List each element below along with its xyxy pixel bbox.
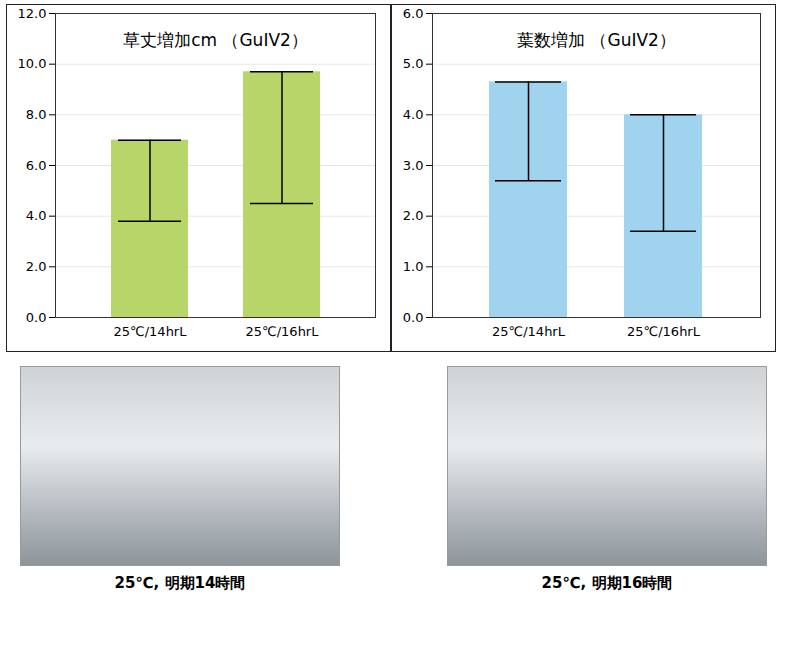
html-text:25℃, 明期16時間: 25℃, 明期16時間 [541, 574, 673, 592]
svg-text:0.0: 0.0 [26, 310, 47, 325]
svg-text:葉数増加 （GuIV2）: 葉数増加 （GuIV2） [517, 30, 676, 50]
svg-text:1.0: 1.0 [403, 259, 424, 274]
svg-text:12.0: 12.0 [18, 6, 47, 21]
html-text:25℃, 明期14時間: 25℃, 明期14時間 [114, 574, 246, 592]
svg-text:8.0: 8.0 [26, 107, 47, 122]
svg-text:2.0: 2.0 [403, 208, 424, 223]
svg-text:4.0: 4.0 [26, 208, 47, 223]
svg-text:25℃/14hrL: 25℃/14hrL [492, 324, 566, 339]
svg-text:25℃/16hrL: 25℃/16hrL [627, 324, 701, 339]
svg-text:草丈増加cm （GuIV2）: 草丈増加cm （GuIV2） [123, 30, 308, 50]
svg-text:3.0: 3.0 [403, 158, 424, 173]
svg-text:0.0: 0.0 [403, 310, 424, 325]
svg-text:25℃/16hrL: 25℃/16hrL [246, 324, 320, 339]
svg-text:6.0: 6.0 [26, 158, 47, 173]
svg-text:6.0: 6.0 [403, 6, 424, 21]
svg-text:2.0: 2.0 [26, 259, 47, 274]
svg-text:25℃/14hrL: 25℃/14hrL [114, 324, 188, 339]
svg-text:4.0: 4.0 [403, 107, 424, 122]
svg-text:5.0: 5.0 [403, 56, 424, 71]
svg-text:10.0: 10.0 [18, 56, 47, 71]
